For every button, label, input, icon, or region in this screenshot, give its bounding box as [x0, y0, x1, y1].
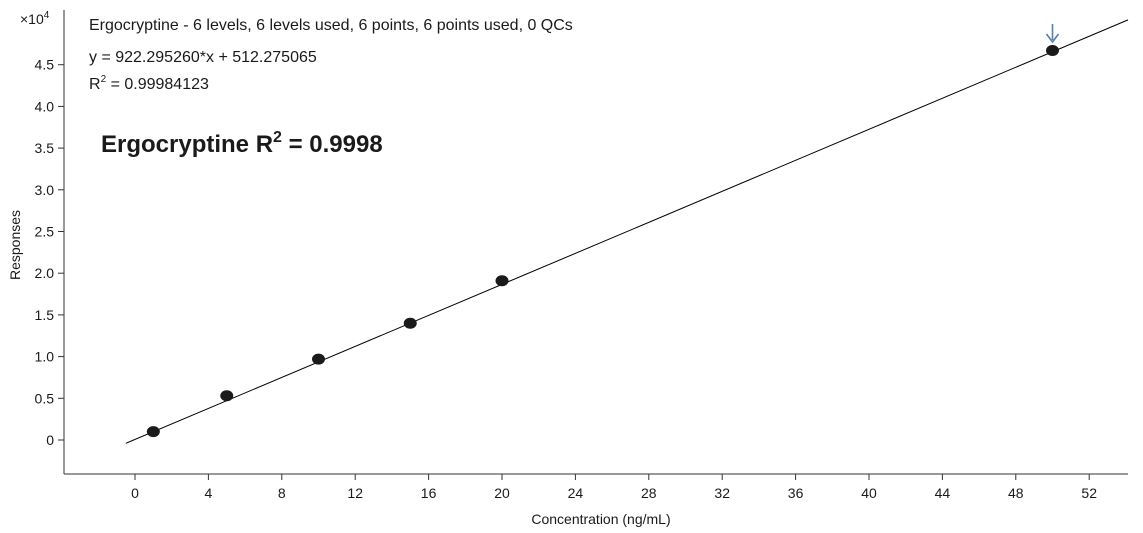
y-tick-label: 2.0 — [35, 265, 55, 281]
x-tick-label: 12 — [347, 485, 363, 501]
data-point — [1046, 45, 1059, 57]
y-tick-label: 2.5 — [35, 224, 55, 240]
x-axis-title: Concentration (ng/mL) — [531, 511, 670, 527]
x-axis-ticks: 0 4 8 12 16 20 24 28 32 36 40 44 48 52 — [131, 474, 1097, 501]
data-point — [495, 275, 509, 287]
annotation-value: = 0.9998 — [282, 131, 383, 158]
data-point — [146, 426, 160, 438]
y-tick-label: 1.5 — [35, 307, 55, 323]
annotation-superscript: 2 — [273, 129, 282, 146]
x-tick-label: 44 — [935, 485, 951, 501]
down-arrow-icon — [1045, 24, 1060, 44]
y-multiplier-exponent: 4 — [44, 10, 50, 21]
data-point — [403, 317, 417, 329]
y-tick-label: 1.0 — [35, 349, 55, 365]
y-tick-label: 4.5 — [35, 57, 55, 73]
x-tick-label: 20 — [494, 485, 510, 501]
y-multiplier-prefix: ×10 — [20, 11, 44, 27]
x-tick-label: 4 — [205, 485, 213, 501]
annotation-prefix: Ergocryptine R — [101, 131, 273, 158]
r-squared-value: = 0.99984123 — [106, 76, 209, 93]
x-tick-label: 0 — [131, 485, 139, 501]
x-tick-label: 48 — [1008, 485, 1024, 501]
x-tick-label: 24 — [568, 485, 584, 501]
r-squared-superscript: 2 — [101, 74, 107, 85]
regression-line — [125, 19, 1129, 444]
y-axis-title: Responses — [7, 210, 23, 280]
y-tick-label: 3.5 — [35, 140, 55, 156]
y-multiplier-label: ×104 — [20, 10, 50, 27]
x-tick-label: 8 — [278, 485, 286, 501]
regression-equation: y = 922.295260*x + 512.275065 — [89, 49, 317, 66]
r-squared-annotation: Ergocryptine R2 = 0.9998 — [101, 129, 383, 158]
chart-title: Ergocryptine - 6 levels, 6 levels used, … — [89, 17, 573, 34]
arrow-head — [1045, 33, 1060, 44]
x-tick-label: 32 — [714, 485, 730, 501]
data-points — [146, 45, 1059, 438]
x-tick-label: 40 — [861, 485, 877, 501]
x-tick-label: 52 — [1081, 485, 1097, 501]
r-squared-prefix: R — [89, 76, 101, 93]
x-tick-label: 36 — [788, 485, 804, 501]
y-tick-label: 3.0 — [35, 182, 55, 198]
data-point — [312, 353, 325, 365]
r-squared-text: R2 = 0.99984123 — [89, 74, 209, 93]
y-tick-label: 4.0 — [35, 98, 55, 114]
y-axis-ticks: 0 0.5 1.0 1.5 2.0 2.5 3.0 3.5 4.0 4.5 — [35, 57, 64, 448]
y-tick-label: 0 — [46, 432, 54, 448]
x-tick-label: 28 — [641, 485, 657, 501]
data-point — [220, 390, 234, 402]
x-tick-label: 16 — [421, 485, 437, 501]
y-tick-label: 0.5 — [35, 390, 55, 406]
